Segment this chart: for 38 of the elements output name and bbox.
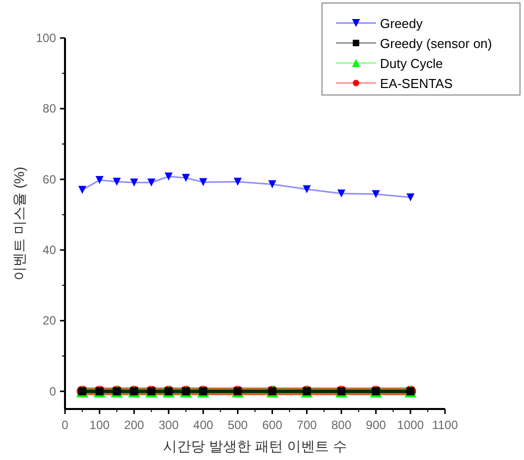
point [78,186,86,194]
y-tick-label: 20 [42,314,56,328]
x-tick-label: 500 [228,418,248,432]
y-tick-label: 0 [49,384,56,398]
x-axis-title: 시간당 발생한 패턴 이벤트 수 [163,438,347,454]
point [147,178,156,187]
y-tick-label: 40 [42,243,56,257]
legend-label: Greedy (sensor on) [380,36,492,51]
point [182,174,190,182]
point [302,185,311,194]
point [130,178,138,187]
x-tick-label: 1000 [397,418,424,432]
legend-label: EA-SENTAS [380,76,454,91]
point [164,172,173,181]
x-tick-label: 400 [193,418,214,432]
point [96,176,104,184]
x-tick-label: 200 [124,418,144,432]
x-tick-label: 300 [158,418,179,432]
x-tick-label: 100 [90,418,110,432]
y-tick-label: 80 [42,102,56,116]
point [199,178,208,186]
x-tick-label: 800 [331,418,352,432]
y-tick-label: 100 [36,31,56,45]
point [372,190,380,198]
legend-label: Duty Cycle [380,56,443,71]
point [406,193,414,202]
x-tick-label: 0 [62,418,69,432]
y-axis-title: 이벤트 미스율 (%) [11,166,27,280]
point [112,178,121,186]
point [234,178,242,186]
point [337,189,346,198]
y-tick-label: 60 [42,172,56,186]
x-tick-label: 1100 [432,418,458,432]
x-tick-label: 900 [366,418,386,432]
point [268,180,276,188]
x-tick-label: 700 [296,418,318,432]
x-tick-label: 600 [262,418,283,432]
legend-label: Greedy [380,16,424,31]
